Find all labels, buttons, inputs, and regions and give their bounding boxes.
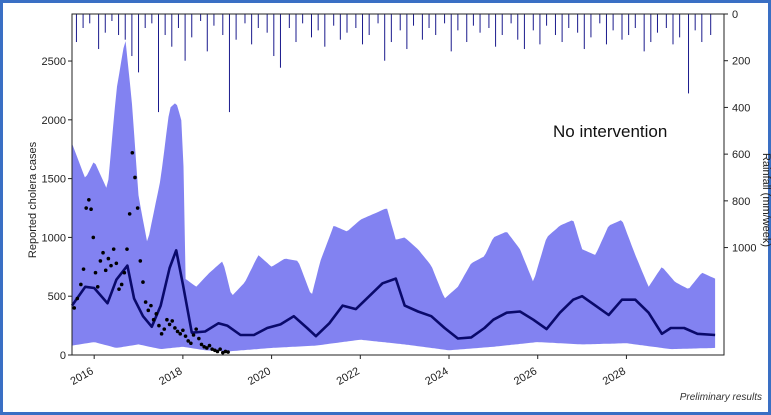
observed-point	[167, 322, 172, 327]
observed-point	[109, 263, 113, 268]
x-tick-label: 2018	[157, 365, 184, 388]
observed-point	[170, 319, 175, 323]
y-left-tick-label: 2000	[42, 115, 66, 127]
rainfall-layer	[75, 14, 712, 113]
observed-point	[122, 270, 127, 275]
footnote: Preliminary results	[680, 392, 762, 403]
y-axis-left-label: Reported cholera cases	[27, 141, 39, 258]
y-axis-right-label: Rainfall (mm/week)	[760, 153, 771, 247]
y-right-tick-label: 400	[732, 102, 750, 114]
observed-point	[130, 150, 135, 155]
observed-point	[103, 268, 108, 273]
y-right-tick-label: 200	[732, 56, 750, 68]
observed-point	[93, 270, 98, 275]
axes-layer: 0 500 1000 1500 2000 2500 0 200 400 600 800 1000 201…	[42, 9, 757, 388]
x-tick-label: 2026	[512, 365, 539, 388]
observed-point	[151, 317, 156, 322]
y-left-tick-label: 1000	[42, 232, 66, 244]
observed-point	[101, 250, 105, 255]
observed-point	[159, 332, 164, 336]
band-layer	[72, 41, 716, 352]
observed-point	[143, 300, 148, 304]
y-right-tick-label: 800	[732, 196, 750, 208]
series-median-line	[70, 249, 716, 340]
x-tick-label: 2020	[246, 365, 273, 388]
median-layer	[70, 249, 716, 340]
observed-point	[178, 332, 183, 336]
observed-point	[111, 247, 116, 251]
y-right-tick-label: 600	[732, 149, 750, 161]
observed-point	[81, 267, 86, 271]
observed-point	[146, 308, 151, 313]
observed-point	[191, 333, 196, 337]
observed-layer	[72, 150, 230, 355]
observed-point	[72, 306, 77, 310]
observed-point	[79, 282, 83, 287]
annotation-no-intervention: No intervention	[553, 122, 667, 141]
observed-point	[165, 317, 169, 322]
y-left-tick-label: 500	[48, 291, 66, 303]
observed-point	[117, 287, 121, 291]
observed-point	[135, 206, 140, 210]
observed-point	[226, 350, 230, 354]
observed-point	[119, 282, 124, 287]
observed-point	[154, 312, 159, 316]
observed-point	[75, 296, 80, 301]
y-left-tick-label: 0	[60, 350, 66, 362]
observed-point	[189, 341, 193, 346]
observed-point	[125, 247, 129, 251]
plot-area	[71, 13, 725, 356]
observed-point	[194, 327, 198, 331]
observed-point	[138, 259, 143, 263]
observed-point	[181, 328, 185, 333]
x-tick-label: 2024	[423, 365, 450, 388]
observed-point	[162, 327, 167, 331]
observed-point	[175, 329, 180, 334]
observed-point	[215, 349, 220, 354]
observed-point	[207, 343, 212, 348]
observed-point	[199, 342, 204, 347]
observed-point	[186, 339, 191, 343]
observed-point	[89, 207, 93, 211]
observed-point	[84, 206, 88, 210]
x-tick-label: 2016	[68, 365, 95, 388]
observed-point	[114, 261, 119, 266]
observed-point	[91, 235, 96, 240]
observed-point	[218, 347, 222, 351]
x-tick-label: 2022	[335, 365, 362, 388]
y-right-tick-label: 0	[732, 9, 738, 21]
observed-point	[183, 334, 188, 338]
observed-point	[197, 336, 201, 341]
observed-point	[98, 259, 103, 263]
observed-point	[106, 256, 111, 261]
observed-point	[133, 175, 137, 180]
y-left-tick-label: 1500	[42, 174, 66, 186]
series-band	[72, 41, 716, 352]
observed-point	[87, 197, 91, 202]
observed-point	[205, 346, 209, 350]
observed-point	[149, 303, 153, 308]
observed-point	[127, 212, 132, 216]
y-left-tick-label: 2500	[42, 56, 66, 68]
observed-point	[95, 285, 100, 289]
observed-point	[141, 280, 145, 284]
observed-point	[173, 326, 177, 330]
observed-point	[157, 323, 161, 328]
y-right-tick-label: 1000	[732, 243, 756, 255]
x-tick-label: 2028	[601, 365, 628, 388]
